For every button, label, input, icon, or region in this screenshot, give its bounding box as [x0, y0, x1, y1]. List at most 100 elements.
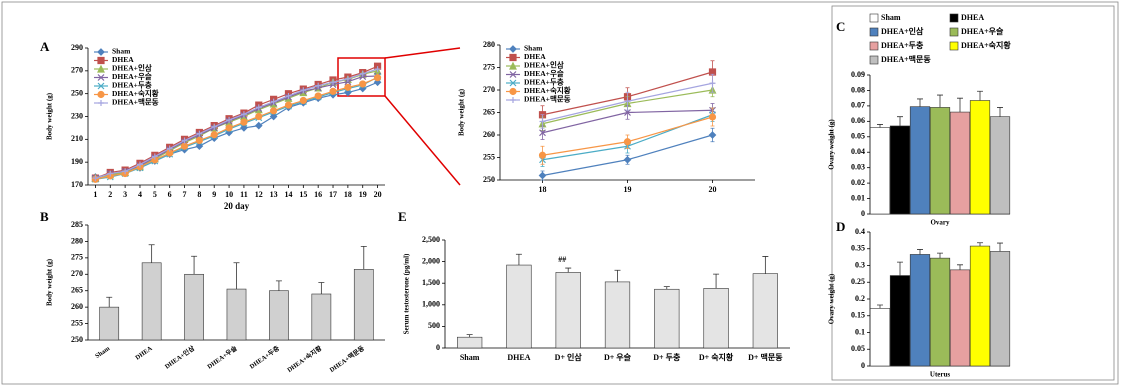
- x-tick-label: DHEA: [134, 345, 154, 362]
- y-axis-label: Ovary weight (g): [828, 119, 836, 170]
- legend-marker: [97, 48, 105, 56]
- marker: [225, 124, 233, 132]
- x-tick-label: DHEA+맥문동: [327, 343, 365, 374]
- legend-swatch: [869, 13, 879, 23]
- y-tick-label: 0.08: [851, 85, 865, 94]
- marker: [344, 83, 352, 91]
- x-tick-label: Sham: [94, 345, 112, 360]
- legend-marker: [509, 87, 517, 96]
- x-axis-label: Ovary: [930, 219, 950, 227]
- y-tick-label: 1,500: [422, 278, 440, 287]
- y-axis-label: Serum testosterone (pg/ml): [403, 253, 411, 334]
- y-tick-label: 0.04: [851, 147, 865, 156]
- bar: [353, 269, 374, 341]
- x-tick-label: DHEA+두충: [248, 343, 281, 370]
- x-tick-label: 2: [108, 190, 112, 199]
- panel-letter: C: [836, 19, 845, 34]
- y-tick-label: 0.3: [855, 260, 865, 269]
- error-bar: [106, 296, 113, 308]
- legend-label: Sham: [881, 13, 901, 22]
- x-tick-label: Sham: [460, 353, 480, 362]
- y-tick-label: 2,000: [422, 256, 440, 265]
- x-tick-label: DHEA: [507, 353, 530, 362]
- y-tick-label: 230: [71, 111, 83, 120]
- zoom-line: [384, 95, 461, 186]
- legend-marker: [509, 71, 517, 78]
- y-tick-label: 210: [71, 134, 83, 143]
- error-bar: [937, 94, 943, 108]
- marker: [166, 149, 174, 157]
- marker: [180, 142, 189, 150]
- y-tick-label: 250: [71, 88, 83, 97]
- bar: [909, 106, 931, 215]
- legend-marker: [509, 45, 517, 53]
- bar: [989, 251, 1011, 367]
- marker: [195, 136, 203, 144]
- bar: [269, 290, 289, 341]
- marker: [255, 112, 263, 121]
- legend-marker: [97, 82, 105, 90]
- error-bar: [997, 242, 1003, 252]
- marker: [240, 118, 248, 126]
- bar: [889, 125, 911, 215]
- error-bar: [614, 269, 621, 282]
- x-tick-label: 18: [539, 185, 547, 194]
- marker: [538, 171, 547, 180]
- marker: [709, 80, 716, 87]
- legend-swatch: [949, 41, 959, 51]
- marker: [329, 87, 337, 95]
- x-tick-label: 19: [359, 190, 367, 199]
- y-tick-label: 0.09: [851, 70, 865, 79]
- y-tick-label: 0.03: [851, 162, 865, 171]
- marker: [196, 130, 203, 137]
- legend-label: Sham: [524, 44, 543, 53]
- y-tick-label: 0: [861, 361, 865, 370]
- marker: [344, 75, 351, 82]
- x-tick-label: DHEA+숙지황: [285, 343, 323, 374]
- marker: [359, 80, 367, 88]
- bar: [604, 281, 631, 349]
- bar: [555, 272, 581, 349]
- y-tick-label: 2,500: [422, 235, 440, 244]
- error-bar: [360, 245, 367, 270]
- legend-label: DHEA+맥문동: [112, 97, 159, 107]
- y-tick-label: 0.35: [851, 244, 865, 253]
- error-bar: [233, 262, 240, 290]
- x-tick-label: 5: [153, 190, 157, 199]
- error-bar: [937, 252, 943, 259]
- marker: [539, 118, 546, 125]
- marker: [315, 82, 322, 89]
- x-tick-label: 19: [624, 185, 632, 194]
- x-tick-label: 6: [168, 190, 172, 199]
- x-tick-label: 15: [299, 190, 307, 199]
- legend-label: DHEA+맥문동: [881, 54, 931, 64]
- y-tick-label: 0.01: [851, 193, 865, 202]
- y-tick-label: 260: [483, 130, 495, 139]
- zoom-box: [337, 57, 386, 97]
- error-bar: [713, 273, 720, 289]
- error-bar: [762, 256, 769, 274]
- error-bar: [318, 282, 325, 294]
- bar: [703, 288, 729, 349]
- y-tick-label: 255: [483, 152, 495, 161]
- y-axis-label: Body weight (g): [458, 88, 466, 136]
- y-tick-label: 275: [483, 62, 495, 71]
- bar: [506, 264, 532, 349]
- marker: [240, 124, 248, 132]
- error-bar: [977, 90, 983, 101]
- y-tick-label: 280: [483, 40, 495, 49]
- bar: [989, 116, 1011, 215]
- marker: [270, 98, 277, 105]
- y-axis-label: Body weight (g): [46, 258, 54, 306]
- x-tick-label: 20: [709, 185, 717, 194]
- error-bar: [917, 249, 923, 255]
- marker: [374, 66, 381, 73]
- y-tick-label: 0.05: [851, 132, 865, 141]
- marker: [151, 153, 158, 160]
- error-bar: [997, 107, 1003, 117]
- y-tick-label: 190: [71, 157, 83, 166]
- x-tick-label: 20: [374, 190, 382, 199]
- legend-marker: [97, 90, 105, 99]
- legend-label: DHEA+숙지황: [961, 40, 1011, 50]
